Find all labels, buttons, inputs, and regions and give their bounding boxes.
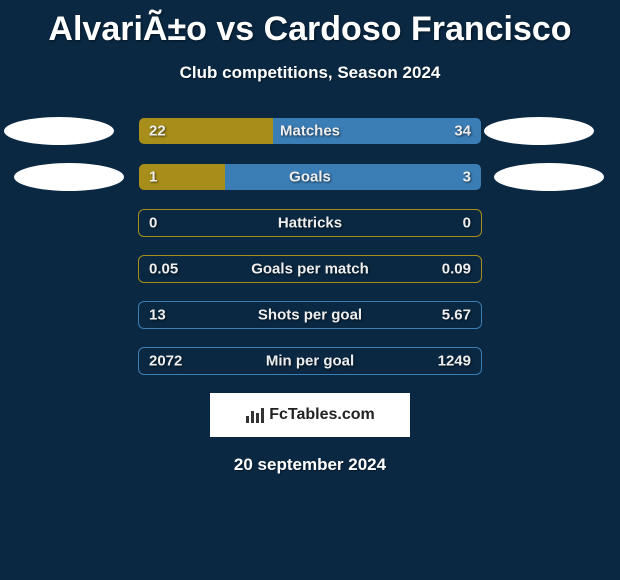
player-right-badge: [484, 117, 594, 145]
stat-row: 1 Goals 3: [138, 163, 482, 191]
player-right-badge: [494, 163, 604, 191]
stat-row: 0.05 Goals per match 0.09: [138, 255, 482, 283]
stat-left-value: 2072: [149, 353, 182, 370]
stat-right-value: 0.09: [442, 261, 471, 278]
stat-row: 22 Matches 34: [138, 117, 482, 145]
stat-label: Goals: [289, 169, 331, 186]
bars-icon: [245, 406, 265, 424]
stat-left-value: 0: [149, 215, 157, 232]
stat-label: Matches: [280, 123, 340, 140]
stat-label: Min per goal: [266, 353, 354, 370]
stat-row: 13 Shots per goal 5.67: [138, 301, 482, 329]
logo-text: FcTables.com: [269, 406, 375, 424]
bar-right: [225, 164, 482, 190]
logo-box: FcTables.com: [210, 393, 410, 437]
stat-right-value: 34: [454, 123, 471, 140]
stat-left-value: 1: [149, 169, 157, 186]
stat-right-value: 1249: [438, 353, 471, 370]
stat-right-value: 3: [463, 169, 471, 186]
stat-label: Hattricks: [278, 215, 342, 232]
page-title: AlvariÃ±o vs Cardoso Francisco: [0, 0, 620, 49]
stat-right-value: 5.67: [442, 307, 471, 324]
stat-left-value: 13: [149, 307, 166, 324]
stat-left-value: 0.05: [149, 261, 178, 278]
stat-label: Goals per match: [251, 261, 369, 278]
stat-label: Shots per goal: [258, 307, 362, 324]
stat-right-value: 0: [463, 215, 471, 232]
stat-left-value: 22: [149, 123, 166, 140]
stat-row: 0 Hattricks 0: [138, 209, 482, 237]
page-subtitle: Club competitions, Season 2024: [0, 63, 620, 83]
player-left-badge: [14, 163, 124, 191]
date-label: 20 september 2024: [0, 455, 620, 475]
player-left-badge: [4, 117, 114, 145]
comparison-chart: 22 Matches 34 1 Goals 3 0 Hattricks 0 0.05 Goals p…: [0, 117, 620, 375]
stat-row: 2072 Min per goal 1249: [138, 347, 482, 375]
